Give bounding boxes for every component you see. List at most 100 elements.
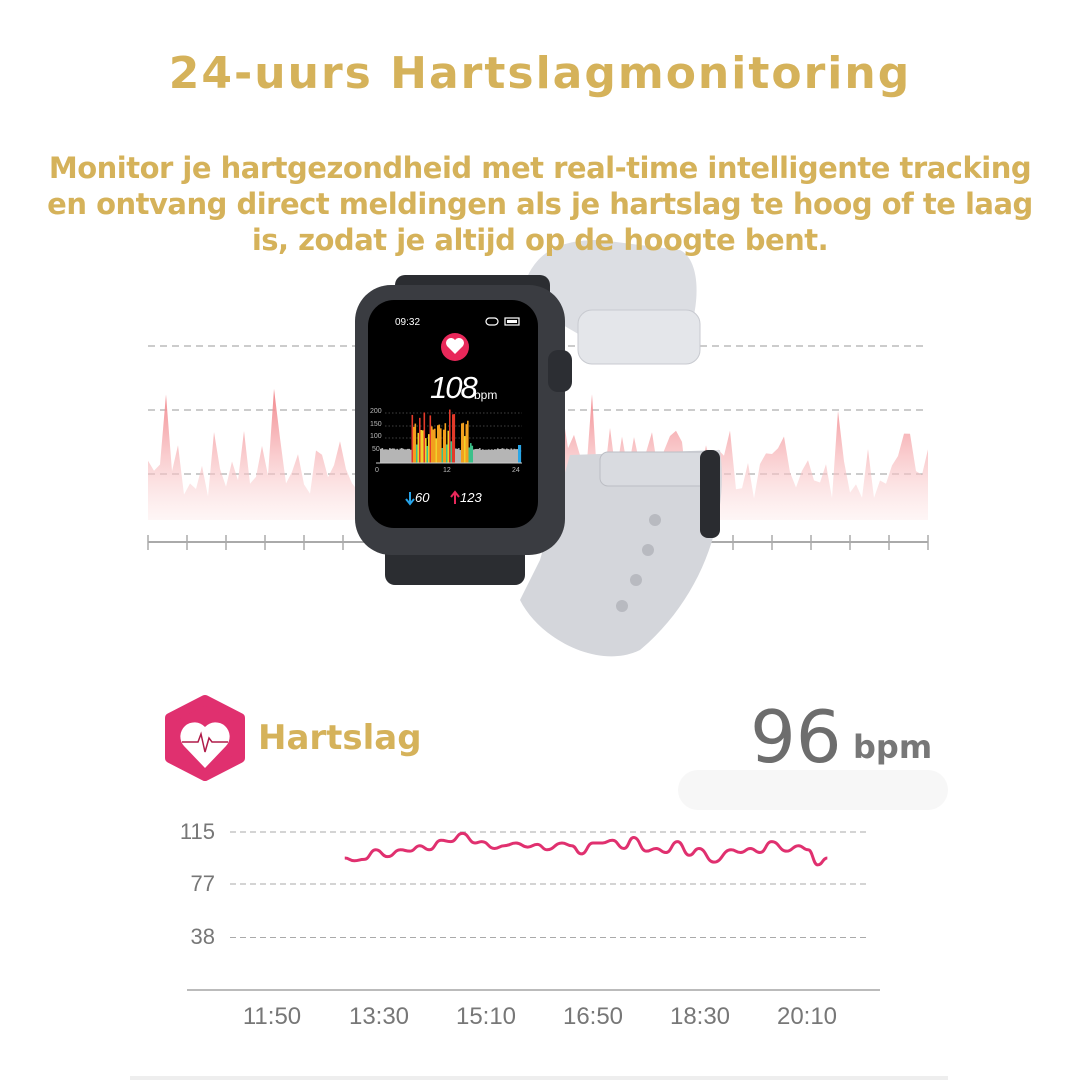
mini-bar (507, 449, 510, 463)
heart-rate-line (344, 831, 828, 867)
mini-bar (443, 429, 445, 463)
mini-bar (513, 448, 516, 463)
mini-bar (480, 449, 483, 463)
mini-bar (428, 434, 430, 463)
battery-icon (504, 317, 520, 326)
mini-bar (437, 425, 439, 463)
mini-bar (444, 423, 447, 463)
mini-bar (498, 449, 501, 463)
watch-min-value: 60 (415, 490, 430, 505)
watch-crown (548, 350, 572, 392)
mini-bar (410, 449, 412, 463)
mini-bar (404, 449, 406, 463)
mini-bar (441, 447, 444, 463)
mini-bar (381, 448, 384, 463)
mini-bar (515, 449, 517, 463)
mini-bar (398, 449, 400, 463)
mini-bar (464, 436, 466, 463)
mini-bar (431, 426, 433, 463)
mini-bar (405, 449, 408, 463)
mini-bar (489, 449, 492, 463)
mini-bar (420, 430, 423, 463)
mini-bar (491, 449, 493, 463)
y-tick-label: 115 (179, 819, 215, 844)
mini-y-tick: 200 (370, 408, 382, 415)
mini-bar (419, 417, 421, 463)
mini-bar (503, 448, 505, 463)
mini-bar (459, 449, 462, 463)
mini-bar (446, 444, 448, 463)
mini-bar (380, 448, 382, 463)
x-tick-label: 15:10 (455, 1003, 517, 1030)
heart-rate-label: Hartslag (258, 718, 422, 758)
watch-heart-rate: 108 (430, 370, 478, 405)
mini-x-tick: 0 (375, 467, 379, 474)
heart-pulse-icon (165, 695, 245, 781)
mini-bar (510, 448, 513, 463)
mini-bar (477, 448, 480, 463)
mini-bar (422, 430, 424, 463)
mini-bar (396, 448, 399, 463)
mini-bar (390, 448, 393, 463)
mini-bar (516, 449, 519, 463)
mini-bar (501, 448, 504, 463)
mini-bar (485, 449, 487, 463)
mini-bar (452, 414, 454, 463)
mini-bar (461, 423, 463, 463)
bg-area (148, 381, 928, 520)
mini-bar (456, 448, 459, 463)
x-tick-label: 20:10 (776, 1003, 838, 1030)
mini-bar (497, 448, 499, 463)
heart-rate-value: 96 (750, 695, 842, 779)
watch-band-bottom (520, 450, 722, 657)
mini-bar (383, 449, 385, 463)
watch-unit: bpm (474, 388, 498, 402)
mini-bar (426, 445, 429, 463)
mini-bar (479, 448, 481, 463)
mini-bar (407, 448, 409, 463)
mini-bar (389, 448, 391, 463)
mini-bar (509, 449, 511, 463)
mini-bar (455, 448, 457, 463)
mini-bar (519, 445, 522, 463)
band-clasp (700, 450, 720, 538)
mini-bar (417, 432, 420, 463)
mini-bar (402, 448, 405, 463)
mini-bar (504, 449, 507, 463)
mini-bar (465, 424, 468, 463)
mini-bar (462, 422, 465, 463)
mini-bar (486, 449, 489, 463)
mini-bar (392, 448, 394, 463)
mini-bar (440, 428, 442, 463)
mini-bar (423, 412, 426, 463)
mini-bar (471, 445, 474, 463)
heart-rate-chart (187, 831, 880, 991)
mini-y-tick: 150 (370, 421, 382, 428)
x-tick-label: 13:30 (348, 1003, 410, 1030)
mini-bar (467, 420, 469, 463)
mini-bar (473, 449, 475, 463)
band-buckle (599, 451, 711, 487)
mini-bar (449, 409, 451, 463)
mini-bar (474, 449, 477, 463)
mini-bar (470, 443, 472, 463)
mini-heart-chart (380, 409, 522, 463)
mini-bar (494, 449, 496, 463)
arrow-up-icon (450, 490, 460, 504)
mini-bar (432, 429, 435, 463)
watch-screen (368, 300, 538, 528)
mini-bar (483, 449, 486, 463)
mini-bar (411, 414, 414, 463)
mini-bar (488, 449, 490, 463)
mini-x-tick: 12 (443, 467, 451, 474)
mini-bar (393, 448, 396, 463)
mini-bar (506, 448, 508, 463)
page-title: 24-uurs Hartslagmonitoring (168, 48, 912, 99)
mini-bar (492, 449, 495, 463)
x-tick-label: 18:30 (669, 1003, 731, 1030)
link-icon (485, 317, 499, 326)
x-tick-label: 16:50 (562, 1003, 624, 1030)
y-tick-label: 38 (190, 924, 215, 950)
mini-bar (450, 441, 453, 463)
footer-divider (130, 1076, 948, 1080)
